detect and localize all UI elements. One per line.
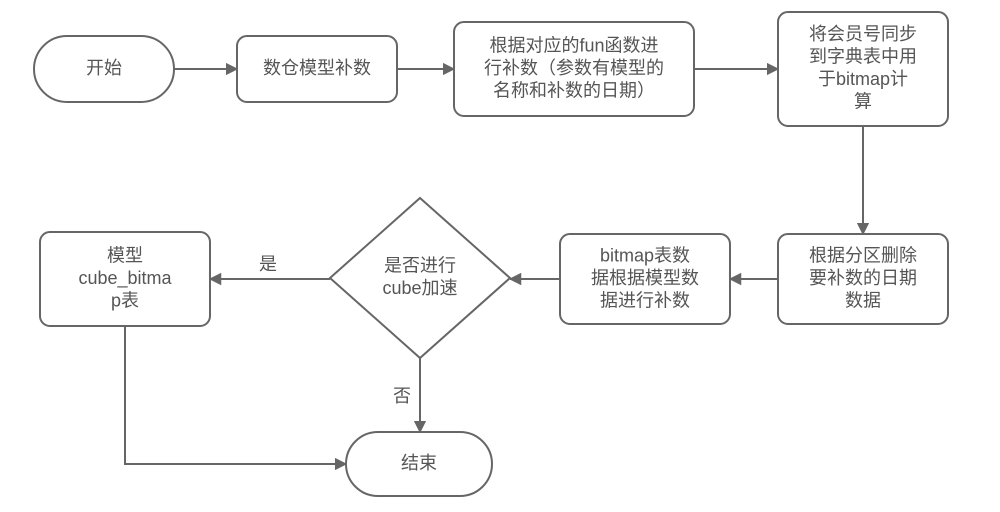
- edge-label: 是: [259, 254, 277, 274]
- node-end: 结束: [346, 432, 492, 496]
- node-label: 于bitmap计: [818, 69, 908, 89]
- node-label: 是否进行: [384, 256, 456, 276]
- node-n3: 将会员号同步到字典表中用于bitmap计算: [778, 12, 948, 126]
- node-n5: bitmap表数据根据模型数据进行补数: [560, 234, 730, 324]
- node-label: p表: [111, 290, 139, 310]
- node-label: 模型: [107, 245, 143, 265]
- node-label: 名称和补数的日期）: [493, 80, 655, 100]
- node-label: 将会员号同步: [809, 24, 917, 44]
- node-label: 据根据模型数: [591, 268, 699, 288]
- node-n4: 根据分区删除要补数的日期数据: [778, 234, 948, 324]
- node-label: 根据对应的fun函数进: [489, 35, 658, 55]
- node-dec: 是否进行cube加速: [330, 198, 510, 358]
- node-start: 开始: [34, 36, 174, 102]
- node-n1: 数仓模型补数: [237, 36, 397, 102]
- node-label: 开始: [86, 58, 122, 78]
- node-label: cube_bitma: [78, 268, 172, 289]
- edge-label: 否: [393, 386, 411, 406]
- node-label: cube加速: [382, 278, 457, 298]
- node-label: 数仓模型补数: [263, 58, 371, 78]
- edge: [125, 326, 346, 464]
- node-label: 根据分区删除: [809, 245, 917, 265]
- node-n2: 根据对应的fun函数进行补数（参数有模型的名称和补数的日期）: [454, 22, 694, 116]
- node-label: 到字典表中用: [809, 47, 917, 67]
- node-n6: 模型 cube_bitmap表: [40, 232, 210, 326]
- node-label: 行补数（参数有模型的: [484, 58, 664, 78]
- node-label: 要补数的日期: [809, 268, 917, 288]
- node-label: bitmap表数: [600, 245, 690, 265]
- node-label: 数据: [845, 290, 881, 310]
- node-label: 据进行补数: [600, 290, 690, 310]
- node-label: 算: [854, 92, 872, 112]
- node-label: 结束: [401, 453, 437, 473]
